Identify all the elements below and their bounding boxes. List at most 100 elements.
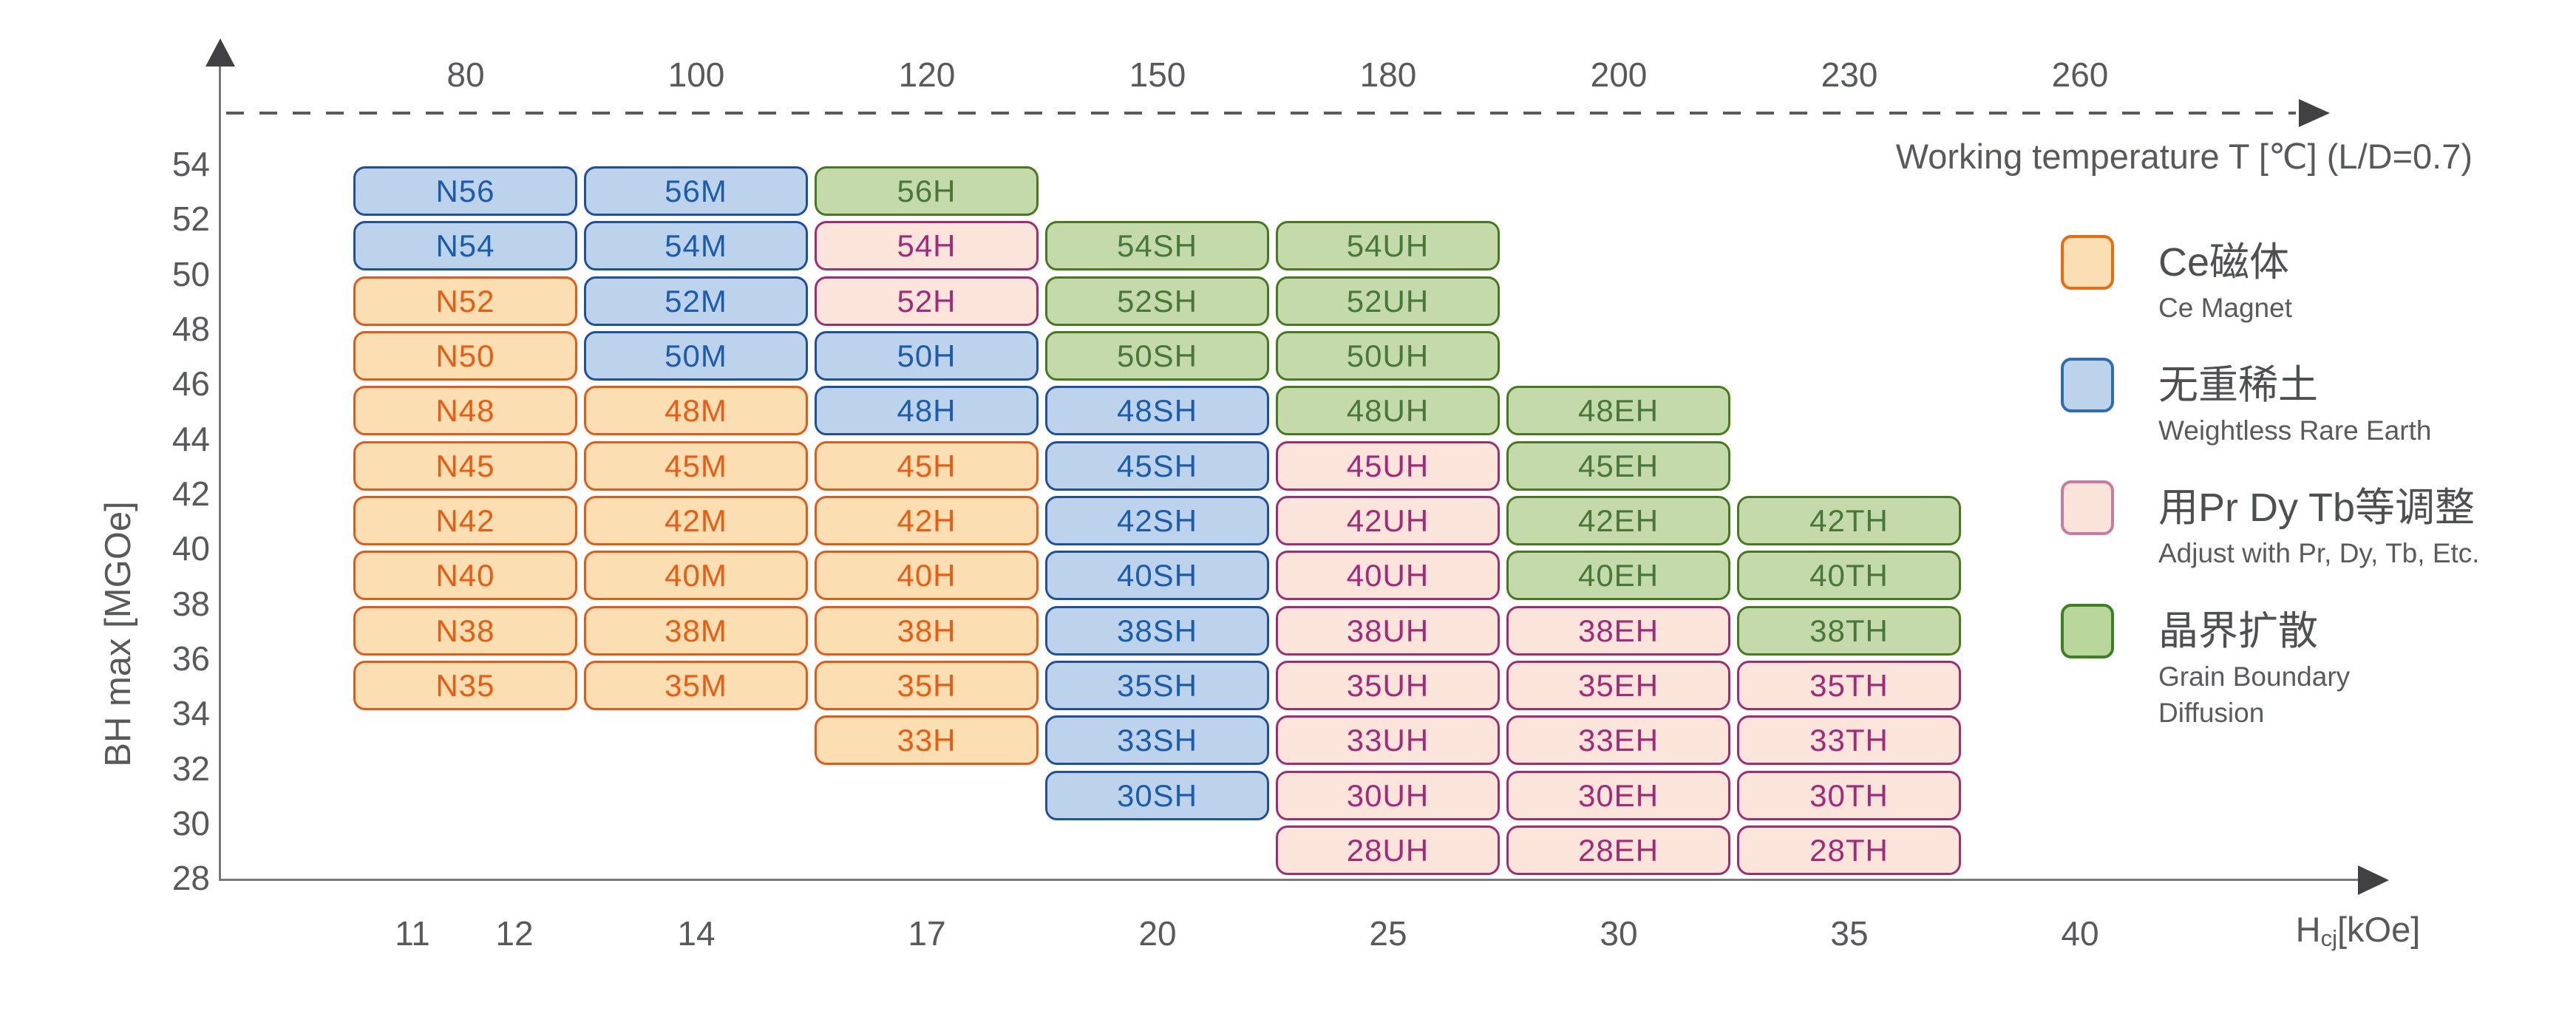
legend-swatch-gbd: [2061, 604, 2114, 658]
grade-cell-38UH: 38UH: [1276, 606, 1500, 656]
grade-cell-48EH: 48EH: [1506, 386, 1730, 435]
grade-cell-30EH: 30EH: [1506, 771, 1730, 820]
bottom-tick-30: 30: [1600, 914, 1638, 953]
y-tick-42: 42: [171, 474, 210, 513]
bottom-tick-20: 20: [1138, 914, 1177, 953]
grade-cell-52M: 52M: [584, 276, 808, 326]
grade-cell-N35: N35: [353, 661, 577, 710]
grade-cell-33H: 33H: [815, 715, 1039, 765]
x-axis-line: [219, 879, 2359, 881]
grade-cell-48H: 48H: [815, 386, 1039, 435]
bottom-axis-title-unit: [kOe]: [2337, 910, 2421, 949]
legend-title-gbd: 晶界扩散: [2158, 609, 2318, 653]
bottom-tick-35: 35: [1830, 914, 1869, 953]
grade-cell-28UH: 28UH: [1276, 826, 1500, 875]
grade-cell-40UH: 40UH: [1276, 551, 1500, 600]
y-tick-50: 50: [171, 255, 210, 293]
grade-cell-33EH: 33EH: [1506, 715, 1730, 765]
grade-cell-56H: 56H: [815, 166, 1039, 216]
grade-cell-40EH: 40EH: [1506, 551, 1730, 600]
y-tick-36: 36: [171, 639, 210, 678]
grade-cell-40SH: 40SH: [1045, 551, 1269, 600]
legend-item-adj: 用Pr Dy Tb等调整 Adjust with Pr, Dy, Tb, Etc.: [2158, 480, 2480, 571]
grade-cell-45EH: 45EH: [1506, 441, 1730, 491]
grade-cell-48M: 48M: [584, 386, 808, 435]
grade-cell-N54: N54: [353, 221, 577, 270]
grade-cell-N48: N48: [353, 386, 577, 435]
y-axis-line: [219, 44, 221, 880]
y-tick-52: 52: [171, 200, 210, 238]
grade-cell-35SH: 35SH: [1045, 661, 1269, 710]
grade-cell-50SH: 50SH: [1045, 331, 1269, 381]
grade-cell-40H: 40H: [815, 551, 1039, 600]
grade-cell-42M: 42M: [584, 496, 808, 545]
grade-cell-35H: 35H: [815, 661, 1039, 710]
legend-subtitle-gbd: Grain Boundary Diffusion: [2158, 661, 2351, 728]
y-tick-46: 46: [171, 364, 210, 403]
bottom-tick-25: 25: [1369, 914, 1407, 953]
grade-cell-48UH: 48UH: [1276, 386, 1500, 435]
legend-swatch-adj: [2061, 480, 2114, 535]
top-tick-230: 230: [1821, 55, 1878, 94]
grade-cell-45M: 45M: [584, 441, 808, 491]
grade-cell-48SH: 48SH: [1045, 386, 1269, 435]
grade-cell-33UH: 33UH: [1276, 715, 1500, 765]
grade-cell-54H: 54H: [815, 221, 1039, 270]
top-tick-120: 120: [898, 55, 956, 94]
y-tick-40: 40: [171, 529, 210, 568]
grade-cell-28TH: 28TH: [1737, 826, 1961, 875]
grade-cell-42TH: 42TH: [1737, 496, 1961, 545]
grade-cell-45H: 45H: [815, 441, 1039, 491]
grade-cell-54UH: 54UH: [1276, 221, 1500, 270]
legend-item-wre: 无重稀土 Weightless Rare Earth: [2158, 358, 2431, 449]
legend-title-adj: 用Pr Dy Tb等调整: [2158, 486, 2475, 530]
grade-cell-N45: N45: [353, 441, 577, 491]
bottom-tick-17: 17: [908, 914, 946, 953]
grade-cell-35TH: 35TH: [1737, 661, 1961, 710]
bottom-tick-40: 40: [2061, 914, 2099, 953]
top-tick-200: 200: [1590, 55, 1648, 94]
grade-cell-38EH: 38EH: [1506, 606, 1730, 656]
grade-cell-52SH: 52SH: [1045, 276, 1269, 326]
grade-cell-33TH: 33TH: [1737, 715, 1961, 765]
grade-cell-40TH: 40TH: [1737, 551, 1961, 600]
grade-cell-52H: 52H: [815, 276, 1039, 326]
temperature-axis-arrow-icon: [2299, 99, 2330, 127]
bottom-axis-title: Hcj[kOe]: [2225, 909, 2491, 952]
temperature-axis-dashed-line: [226, 112, 2296, 115]
y-tick-32: 32: [171, 749, 210, 788]
y-tick-34: 34: [171, 694, 210, 732]
bottom-tick-14: 14: [677, 914, 716, 953]
legend-subtitle-adj: Adjust with Pr, Dy, Tb, Etc.: [2158, 538, 2480, 568]
grade-cell-42UH: 42UH: [1276, 496, 1500, 545]
legend-title-ce: Ce磁体: [2158, 240, 2290, 285]
legend-subtitle-wre: Weightless Rare Earth: [2158, 415, 2432, 446]
grade-cell-54SH: 54SH: [1045, 221, 1269, 270]
grade-cell-42H: 42H: [815, 496, 1039, 545]
y-axis-arrow-icon: [205, 38, 235, 67]
top-tick-80: 80: [446, 55, 485, 94]
legend-item-ce: Ce磁体 Ce Magnet: [2158, 235, 2292, 326]
grade-cell-N56: N56: [353, 166, 577, 216]
bottom-tick-12: 12: [495, 914, 534, 953]
grade-cell-N52: N52: [353, 276, 577, 326]
grade-cell-35EH: 35EH: [1506, 661, 1730, 710]
grade-cell-N50: N50: [353, 331, 577, 381]
bottom-tick-11: 11: [395, 914, 430, 953]
y-tick-30: 30: [171, 804, 210, 842]
grade-cell-N42: N42: [353, 496, 577, 545]
grade-cell-42SH: 42SH: [1045, 496, 1269, 545]
top-tick-100: 100: [667, 55, 725, 94]
grade-cell-38TH: 38TH: [1737, 606, 1961, 656]
grade-cell-28EH: 28EH: [1506, 826, 1730, 875]
legend-swatch-ce: [2061, 235, 2114, 290]
grade-cell-42EH: 42EH: [1506, 496, 1730, 545]
bottom-axis-title-base: H: [2295, 910, 2321, 949]
grade-cell-45SH: 45SH: [1045, 441, 1269, 491]
grade-cell-50H: 50H: [815, 331, 1039, 381]
grade-cell-33SH: 33SH: [1045, 715, 1269, 765]
grade-cell-45UH: 45UH: [1276, 441, 1500, 491]
grade-cell-N38: N38: [353, 606, 577, 656]
top-tick-150: 150: [1129, 55, 1186, 94]
